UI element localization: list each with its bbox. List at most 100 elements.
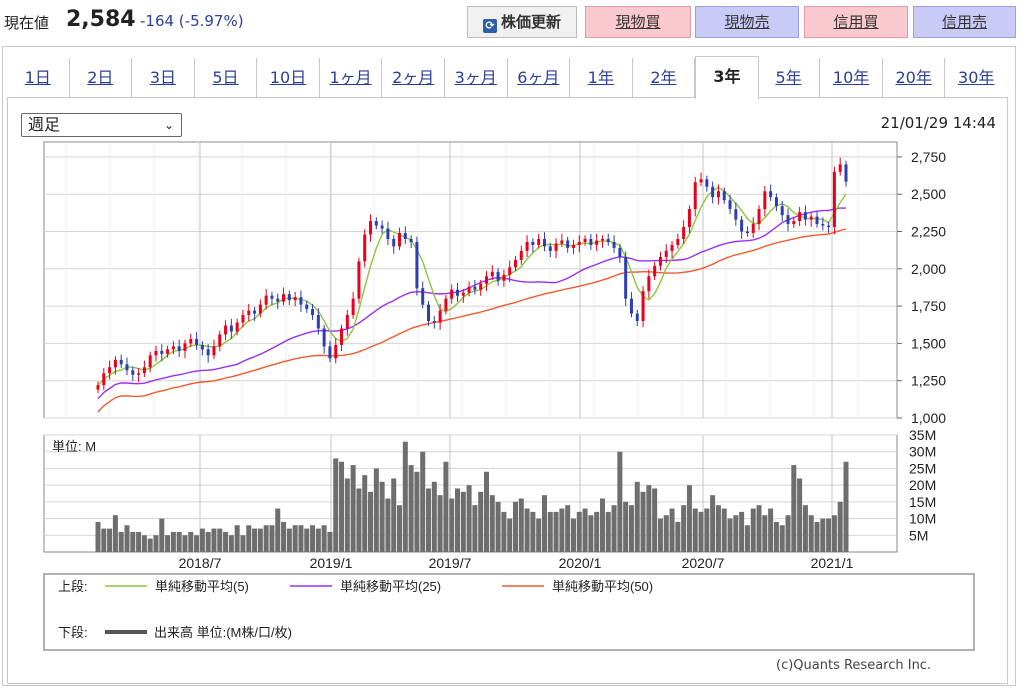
candle-body (241, 315, 245, 323)
candle-body (293, 297, 297, 301)
volume-bar (831, 515, 837, 552)
candle-body (827, 225, 831, 228)
tab-period-13[interactable]: 10年 (820, 58, 883, 98)
candle-body (386, 228, 390, 239)
candle-body (769, 191, 773, 198)
candle-body (687, 209, 691, 228)
volume-tick-label: 5M (909, 527, 928, 543)
candle-body (183, 343, 187, 351)
candle-body (531, 241, 535, 245)
volume-bar (698, 511, 704, 552)
volume-bar (199, 528, 205, 552)
tab-period-7[interactable]: 3ヶ月 (445, 58, 508, 98)
candle-body (496, 271, 500, 281)
volume-bar (710, 495, 716, 552)
margin-sell-button[interactable]: 信用売 (913, 6, 1016, 38)
candle-body (276, 298, 280, 302)
candle-body (844, 164, 848, 182)
cash-sell-button[interactable]: 現物売 (695, 6, 799, 38)
volume-bar (246, 525, 252, 552)
tab-period-5[interactable]: 1ヶ月 (320, 58, 383, 98)
margin-buy-button[interactable]: 信用買 (804, 6, 908, 38)
volume-bar (414, 471, 420, 552)
tab-period-8[interactable]: 6ヶ月 (508, 58, 571, 98)
tab-period-14[interactable]: 20年 (883, 58, 946, 98)
volume-bar (449, 498, 455, 552)
volume-bar (739, 511, 745, 552)
volume-bar (652, 488, 658, 552)
candle-body (490, 271, 494, 277)
candle-body (148, 355, 152, 368)
volume-bar (565, 505, 571, 552)
tab-period-12[interactable]: 5年 (758, 58, 821, 98)
ma25-line (97, 207, 846, 400)
volume-bar (159, 518, 165, 552)
volume-bar (785, 515, 791, 552)
interval-select-value: 週足 (28, 115, 61, 134)
tab-period-11[interactable]: 3年 (695, 56, 759, 99)
candle-body (438, 310, 442, 323)
volume-bar (576, 511, 582, 552)
volume-bar (211, 528, 217, 552)
legend-upper-label: 上段: (58, 579, 88, 594)
volume-bar (773, 521, 779, 552)
candle-body (229, 325, 233, 332)
tab-period-9[interactable]: 1年 (570, 58, 633, 98)
volume-bar (379, 481, 385, 552)
volume-bar (512, 501, 518, 552)
tab-period-6[interactable]: 2ヶ月 (382, 58, 445, 98)
candle-body (258, 304, 262, 314)
tab-period-0[interactable]: 1日 (7, 58, 70, 98)
candle-body (427, 304, 431, 322)
candle-body (247, 310, 251, 316)
tab-period-4[interactable]: 10日 (257, 58, 320, 98)
volume-bar (599, 498, 605, 552)
volume-bar (779, 525, 785, 552)
timestamp: 21/01/29 14:44 (880, 114, 996, 132)
legend-lower-label: 下段: (58, 625, 88, 640)
volume-bar (275, 508, 281, 552)
tab-period-10[interactable]: 2年 (633, 58, 696, 98)
candle-body (728, 200, 732, 210)
candle-body (693, 182, 697, 210)
volume-unit-label: 単位: M (52, 439, 96, 454)
candle-body (171, 346, 175, 350)
volume-bar (721, 508, 727, 552)
cash-buy-button[interactable]: 現物買 (585, 6, 691, 38)
candle-body (519, 250, 523, 260)
candle-body (838, 164, 842, 172)
candle-body (137, 373, 141, 375)
volume-bar (808, 515, 814, 552)
volume-bar (118, 531, 124, 552)
candle-body (224, 325, 228, 335)
volume-bar (553, 511, 559, 552)
volume-bar (640, 491, 646, 552)
refresh-price-button[interactable]: ⟳ 株価更新 (467, 6, 577, 38)
volume-bar (744, 525, 750, 552)
volume-bar (443, 461, 449, 552)
x-tick-label: 2018/7 (179, 555, 222, 571)
refresh-icon: ⟳ (482, 19, 497, 33)
candle-body (664, 250, 668, 257)
candle-body (595, 240, 599, 245)
price-tick-label: 2,500 (911, 186, 946, 202)
ma50-line (97, 228, 847, 413)
candle-body (177, 346, 181, 351)
volume-tick-label: 15M (909, 494, 936, 510)
tab-period-15[interactable]: 30年 (958, 68, 995, 87)
volume-bar (188, 531, 194, 552)
volume-bar (321, 525, 327, 552)
candle-body (166, 349, 170, 354)
interval-select[interactable]: 週足 ⌄ (21, 113, 182, 137)
candle-body (676, 238, 680, 245)
tab-period-3[interactable]: 5日 (195, 58, 258, 98)
tab-period-1[interactable]: 2日 (70, 58, 133, 98)
volume-bar (466, 485, 472, 552)
volume-bar (426, 488, 432, 552)
candle-body (432, 321, 436, 323)
candle-body (392, 238, 396, 247)
volume-tick-label: 25M (909, 460, 936, 476)
volume-bar (692, 508, 698, 552)
candle-body (409, 238, 413, 242)
tab-period-2[interactable]: 3日 (132, 58, 195, 98)
